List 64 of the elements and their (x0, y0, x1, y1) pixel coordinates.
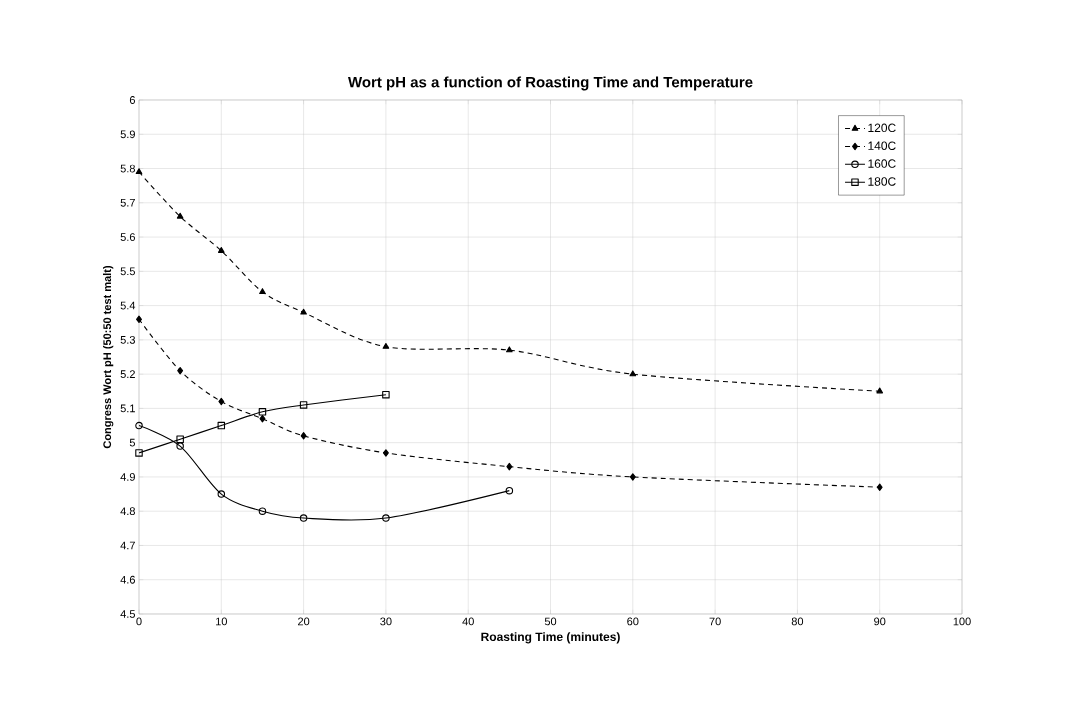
legend-label: 180C (868, 177, 896, 186)
point (382, 449, 389, 457)
point (382, 342, 390, 349)
legend-label: 120C (868, 123, 896, 133)
y-tick-label: 5.6 (120, 233, 135, 241)
point (382, 390, 390, 399)
point (258, 507, 267, 515)
x-tick-label: 100 (953, 617, 971, 626)
chart-title: Wort pH as a function of Roasting Time and Temperature (348, 76, 753, 91)
point (876, 483, 883, 491)
point (259, 414, 266, 423)
legend-label: 160C (868, 159, 896, 168)
x-tick-label: 30 (380, 617, 392, 626)
point (176, 435, 184, 443)
y-tick-label: 4.6 (120, 575, 135, 584)
y-tick-label: 5.2 (120, 370, 135, 379)
point (217, 490, 226, 498)
y-tick-label: 4.7 (120, 541, 135, 550)
y-tick-label: 4.8 (120, 507, 135, 516)
point (176, 212, 184, 219)
x-tick-label: 50 (544, 617, 557, 626)
point (258, 408, 267, 416)
y-tick-label: 5.3 (120, 335, 135, 344)
point (135, 421, 143, 430)
point (629, 370, 637, 377)
point (176, 442, 184, 450)
point (382, 514, 390, 522)
point (218, 397, 225, 406)
y-tick-label: 5.1 (120, 404, 135, 413)
point (259, 288, 266, 295)
point (300, 308, 307, 315)
x-tick-label: 90 (874, 617, 886, 626)
legend-label: 140C (868, 141, 896, 150)
x-tick-label: 40 (462, 617, 474, 626)
x-tick-label: 70 (709, 617, 721, 626)
y-tick-label: 5 (129, 438, 135, 447)
y-axis-title: Congress Wort pH (50:50 test malt) (103, 265, 114, 449)
point (300, 432, 307, 440)
x-tick-label: 60 (627, 617, 639, 626)
x-tick-label: 0 (136, 617, 142, 626)
x-tick-label: 20 (298, 617, 310, 626)
point (506, 462, 513, 471)
y-tick-label: 5.8 (120, 164, 135, 173)
x-axis-title: Roasting Time (minutes) (481, 632, 620, 644)
y-tick-label: 4.9 (120, 473, 135, 481)
y-tick-label: 6 (129, 96, 135, 104)
point (135, 168, 143, 175)
point (217, 421, 226, 430)
point (299, 401, 308, 409)
point (217, 247, 225, 253)
point (299, 514, 308, 522)
point (135, 449, 143, 457)
y-tick-label: 5.7 (120, 198, 135, 207)
point (629, 473, 636, 481)
y-tick-label: 5.4 (120, 301, 136, 310)
point (177, 366, 184, 375)
y-tick-label: 5.9 (120, 130, 135, 139)
point (876, 387, 884, 394)
point (506, 346, 513, 353)
x-tick-label: 10 (216, 617, 227, 626)
point (505, 486, 514, 495)
x-tick-label: 80 (791, 617, 804, 626)
y-tick-label: 5.5 (120, 267, 135, 276)
y-tick-label: 4.5 (120, 610, 135, 618)
